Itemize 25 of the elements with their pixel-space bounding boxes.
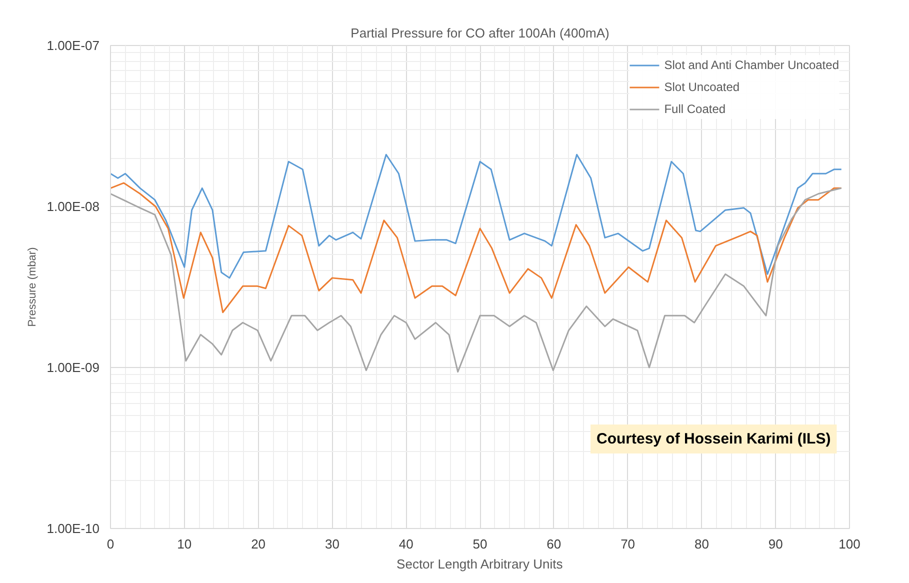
- x-tick-label: 90: [768, 536, 783, 552]
- y-axis-title: Pressure (mbar): [26, 247, 39, 327]
- x-tick-label: 50: [472, 536, 488, 552]
- x-tick-label: 20: [251, 536, 266, 552]
- annotation: Courtesy of Hossein Karimi (ILS): [596, 430, 831, 448]
- x-tick-label: 30: [324, 536, 340, 552]
- y-tick-label: 1.00E-08: [46, 199, 100, 214]
- legend-label: Slot and Anti Chamber Uncoated: [664, 58, 839, 72]
- x-tick-label: 60: [546, 536, 562, 552]
- x-axis-title: Sector Length Arbitrary Units: [396, 556, 564, 572]
- legend-label: Full Coated: [664, 102, 726, 116]
- legend-label: Slot Uncoated: [664, 80, 740, 94]
- x-tick-label: 40: [398, 536, 414, 552]
- y-tick-label: 1.00E-09: [46, 360, 100, 375]
- x-tick-label: 100: [838, 536, 860, 552]
- chart-title: Partial Pressure for CO after 100Ah (400mA): [350, 26, 610, 40]
- x-tick-label: 80: [694, 536, 709, 552]
- line-series: [110, 187, 842, 373]
- x-tick-label: 0: [106, 536, 114, 552]
- x-tick-label: 70: [620, 536, 636, 552]
- line-series: [110, 182, 842, 314]
- y-tick-label: 1.00E-10: [46, 521, 100, 536]
- y-tick-label: 1.00E-07: [46, 38, 100, 53]
- line-series: [110, 154, 842, 279]
- x-tick-label: 10: [177, 536, 192, 552]
